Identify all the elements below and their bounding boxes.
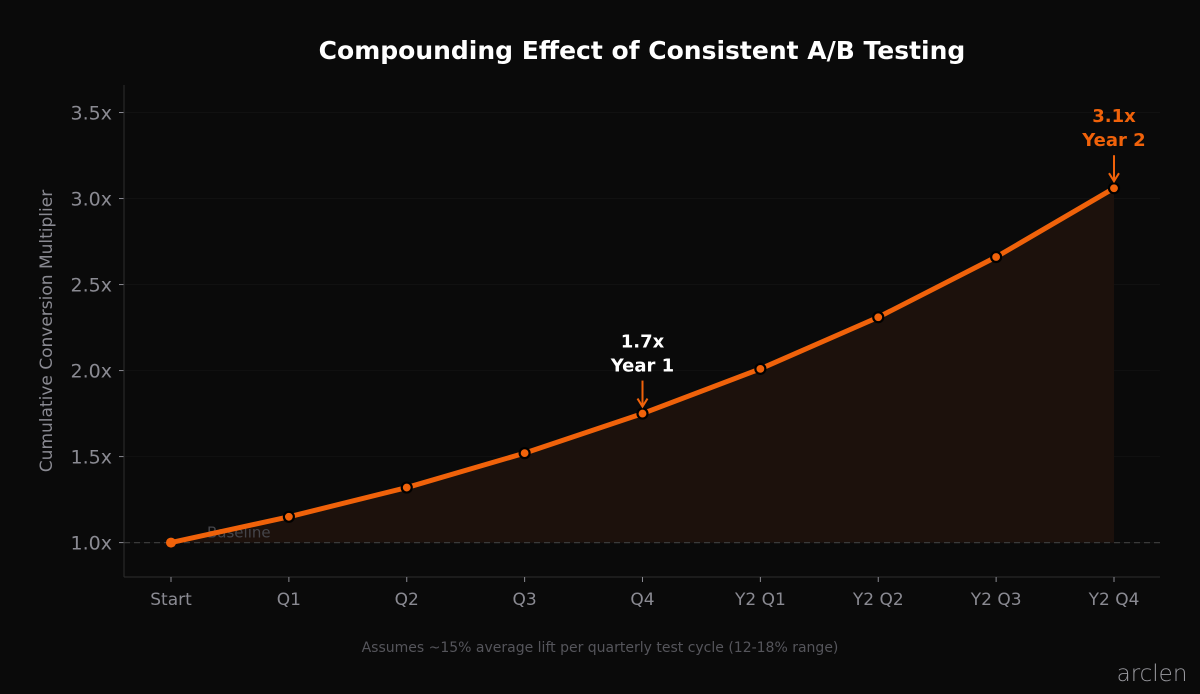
y-tick-label: 3.5x [71,103,112,125]
x-tick-label: Q1 [277,590,301,610]
x-tick-label: Y2 Q2 [852,590,904,610]
x-tick-label: Y2 Q1 [734,590,786,610]
area-fill [171,188,1114,543]
data-point [1107,182,1121,195]
x-tick-label: Y2 Q4 [1088,590,1140,610]
arrow-head-icon [1108,172,1120,184]
x-tick-label: Q2 [395,590,419,610]
y-tick-label: 2.0x [71,361,112,383]
footnote: Assumes ~15% average lift per quarterly … [362,640,839,656]
annotation-value: 3.1x [1092,106,1136,127]
arrow-head-icon [636,398,649,409]
y-tick-label: 2.5x [71,275,112,297]
x-tick-label: Q3 [513,590,537,610]
data-point [636,407,649,420]
y-tick-label: 1.5x [71,447,112,469]
annotation-value: 1.7x [621,332,665,353]
brand-logo: arclen [1117,661,1188,687]
chart-title: Compounding Effect of Consistent A/B Tes… [319,36,966,65]
data-point [990,250,1003,264]
data-point [754,362,767,375]
baseline-label: Baseline [207,524,271,542]
x-tick-label: Q4 [630,590,654,610]
x-tick-label: Y2 Q3 [970,590,1022,610]
y-axis-label: Cumulative Conversion Multiplier [37,190,57,472]
data-point [400,481,413,494]
data-point [282,510,295,523]
y-tick-label: 3.0x [71,189,112,211]
x-tick-label: Start [150,590,192,610]
data-point [518,447,531,460]
y-tick-label: 1.0x [71,533,112,555]
data-point [872,311,885,324]
annotation-label: Year 2 [1081,130,1145,151]
data-point [166,537,176,548]
annotation-label: Year 1 [610,356,674,377]
